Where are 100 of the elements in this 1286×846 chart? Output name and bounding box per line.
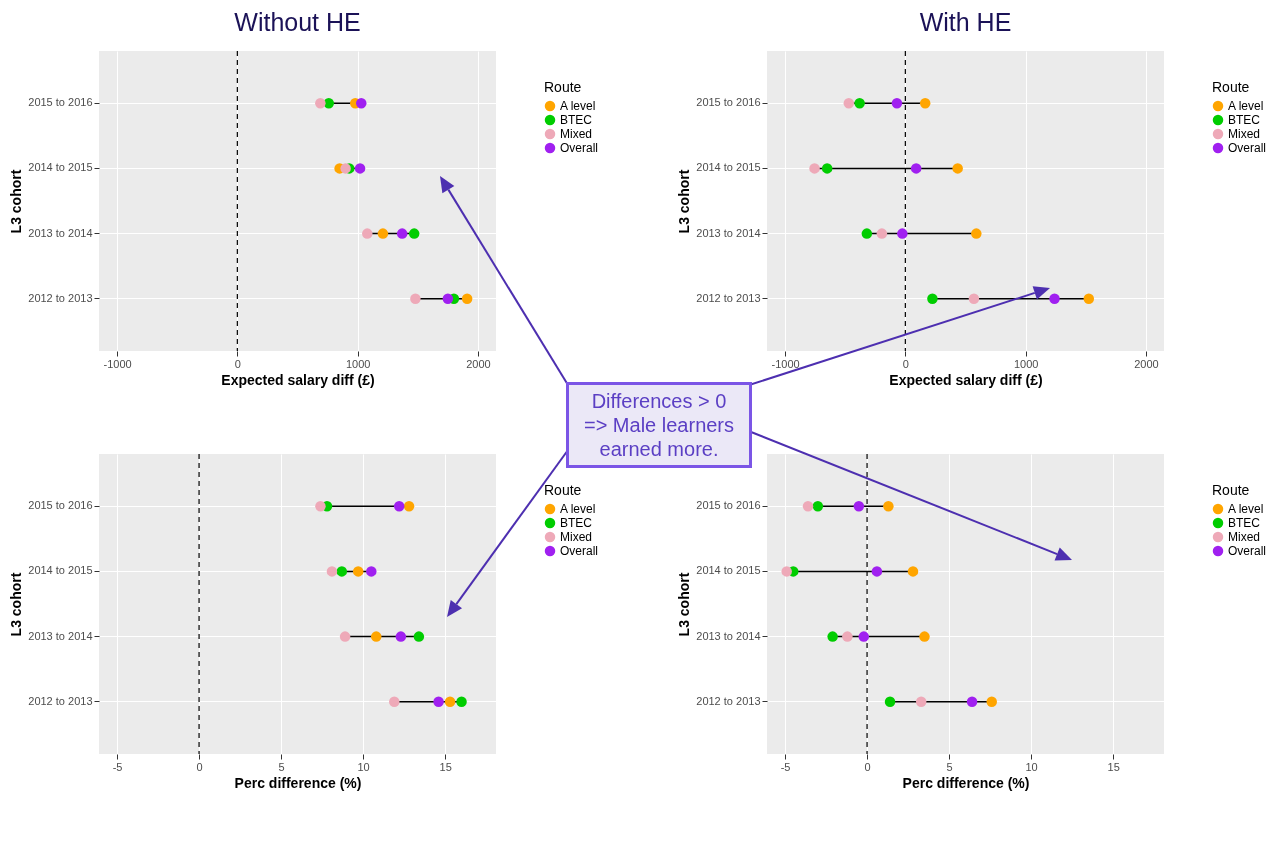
x-tick-label: 5 bbox=[278, 760, 285, 773]
point bbox=[843, 97, 855, 109]
legend-title: Route bbox=[544, 79, 582, 95]
point bbox=[410, 293, 421, 305]
y-tick-label: 2015 to 2016 bbox=[28, 96, 93, 109]
legend-label: BTEC bbox=[560, 516, 593, 530]
x-tick-label: 0 bbox=[864, 760, 871, 773]
x-tick-label: 5 bbox=[946, 760, 953, 773]
legend-label: Mixed bbox=[560, 530, 593, 544]
point bbox=[966, 696, 978, 708]
point bbox=[413, 631, 425, 642]
y-tick-label: 2013 to 2014 bbox=[696, 226, 761, 239]
x-tick-label: 15 bbox=[439, 760, 452, 773]
point bbox=[854, 97, 865, 109]
point bbox=[802, 500, 814, 512]
y-axis-title: L3 cohort bbox=[676, 169, 693, 234]
point bbox=[915, 696, 927, 708]
legend-label: A level bbox=[1228, 99, 1264, 113]
x-axis-title: Perc difference (%) bbox=[234, 774, 362, 791]
point bbox=[853, 500, 865, 512]
y-tick-label: 2014 to 2015 bbox=[696, 161, 761, 174]
legend-label: BTEC bbox=[1228, 516, 1261, 530]
legend-label: BTEC bbox=[1228, 113, 1261, 127]
point bbox=[403, 500, 415, 512]
y-axis-title: L3 cohort bbox=[8, 572, 25, 637]
point bbox=[408, 228, 420, 239]
x-tick-label: 10 bbox=[1025, 760, 1038, 773]
point bbox=[858, 631, 870, 642]
legend-label: Overall bbox=[1228, 141, 1267, 155]
legend-label: A level bbox=[1228, 502, 1264, 516]
y-tick-label: 2014 to 2015 bbox=[28, 564, 93, 577]
point bbox=[927, 293, 938, 305]
y-tick-label: 2012 to 2013 bbox=[28, 291, 93, 304]
point bbox=[1083, 293, 1095, 305]
x-axis-title: Perc difference (%) bbox=[902, 774, 1030, 791]
legend-label: Overall bbox=[560, 141, 599, 155]
legend-label: Mixed bbox=[1228, 530, 1261, 544]
point bbox=[827, 631, 838, 642]
x-tick-label: 0 bbox=[234, 357, 241, 370]
point bbox=[907, 566, 919, 577]
y-tick-label: 2012 to 2013 bbox=[28, 694, 93, 707]
legend-label: BTEC bbox=[560, 113, 593, 127]
point bbox=[809, 163, 820, 174]
y-tick-label: 2015 to 2016 bbox=[696, 499, 761, 512]
y-axis-title: L3 cohort bbox=[8, 169, 25, 234]
x-tick-label: -5 bbox=[780, 760, 791, 773]
point bbox=[354, 163, 366, 174]
x-tick-label: 0 bbox=[196, 760, 203, 773]
x-tick-label: 0 bbox=[902, 357, 909, 370]
chart-title: With HE bbox=[919, 8, 1012, 37]
point bbox=[821, 163, 833, 174]
point bbox=[1049, 293, 1060, 305]
y-tick-label: 2013 to 2014 bbox=[28, 629, 93, 642]
x-tick-label: 10 bbox=[357, 760, 370, 773]
point bbox=[336, 566, 348, 577]
point bbox=[986, 696, 997, 708]
x-axis-title: Expected salary diff (£) bbox=[221, 371, 375, 388]
point bbox=[339, 631, 351, 642]
x-tick-label: 2000 bbox=[466, 357, 491, 370]
y-tick-label: 2015 to 2016 bbox=[696, 96, 761, 109]
point bbox=[910, 163, 922, 174]
point bbox=[891, 97, 903, 109]
legend-label: A level bbox=[560, 502, 596, 516]
point bbox=[326, 566, 338, 577]
point bbox=[444, 696, 456, 708]
x-tick-label: -1000 bbox=[771, 357, 800, 370]
y-tick-label: 2014 to 2015 bbox=[28, 161, 93, 174]
point bbox=[371, 631, 382, 642]
y-tick-label: 2014 to 2015 bbox=[696, 564, 761, 577]
text: Differences > 0 => Male learners earned more. bbox=[582, 389, 736, 461]
point bbox=[433, 696, 444, 708]
point bbox=[396, 228, 408, 239]
point bbox=[395, 631, 407, 642]
point bbox=[919, 631, 930, 642]
point bbox=[356, 97, 367, 109]
legend-label: Mixed bbox=[1228, 127, 1261, 141]
point bbox=[442, 293, 454, 305]
point bbox=[393, 500, 405, 512]
point bbox=[876, 228, 888, 239]
point bbox=[884, 696, 896, 708]
point bbox=[315, 97, 326, 109]
point bbox=[362, 228, 373, 239]
point bbox=[340, 163, 351, 174]
x-tick-label: 1000 bbox=[1013, 357, 1039, 370]
legend-label: Mixed bbox=[560, 127, 593, 141]
legend-label: Overall bbox=[560, 544, 599, 558]
y-tick-label: 2013 to 2014 bbox=[28, 226, 93, 239]
point bbox=[919, 97, 931, 109]
x-tick-label: 1000 bbox=[345, 357, 371, 370]
y-tick-label: 2012 to 2013 bbox=[696, 291, 761, 304]
y-tick-label: 2012 to 2013 bbox=[696, 694, 761, 707]
y-tick-label: 2015 to 2016 bbox=[28, 499, 93, 512]
point bbox=[952, 163, 963, 174]
x-tick-label: 15 bbox=[1107, 760, 1120, 773]
y-tick-label: 2013 to 2014 bbox=[696, 629, 761, 642]
legend-label: A level bbox=[560, 99, 596, 113]
point bbox=[897, 228, 908, 239]
point bbox=[968, 293, 980, 305]
x-tick-label: -5 bbox=[112, 760, 123, 773]
legend-title: Route bbox=[544, 482, 582, 498]
